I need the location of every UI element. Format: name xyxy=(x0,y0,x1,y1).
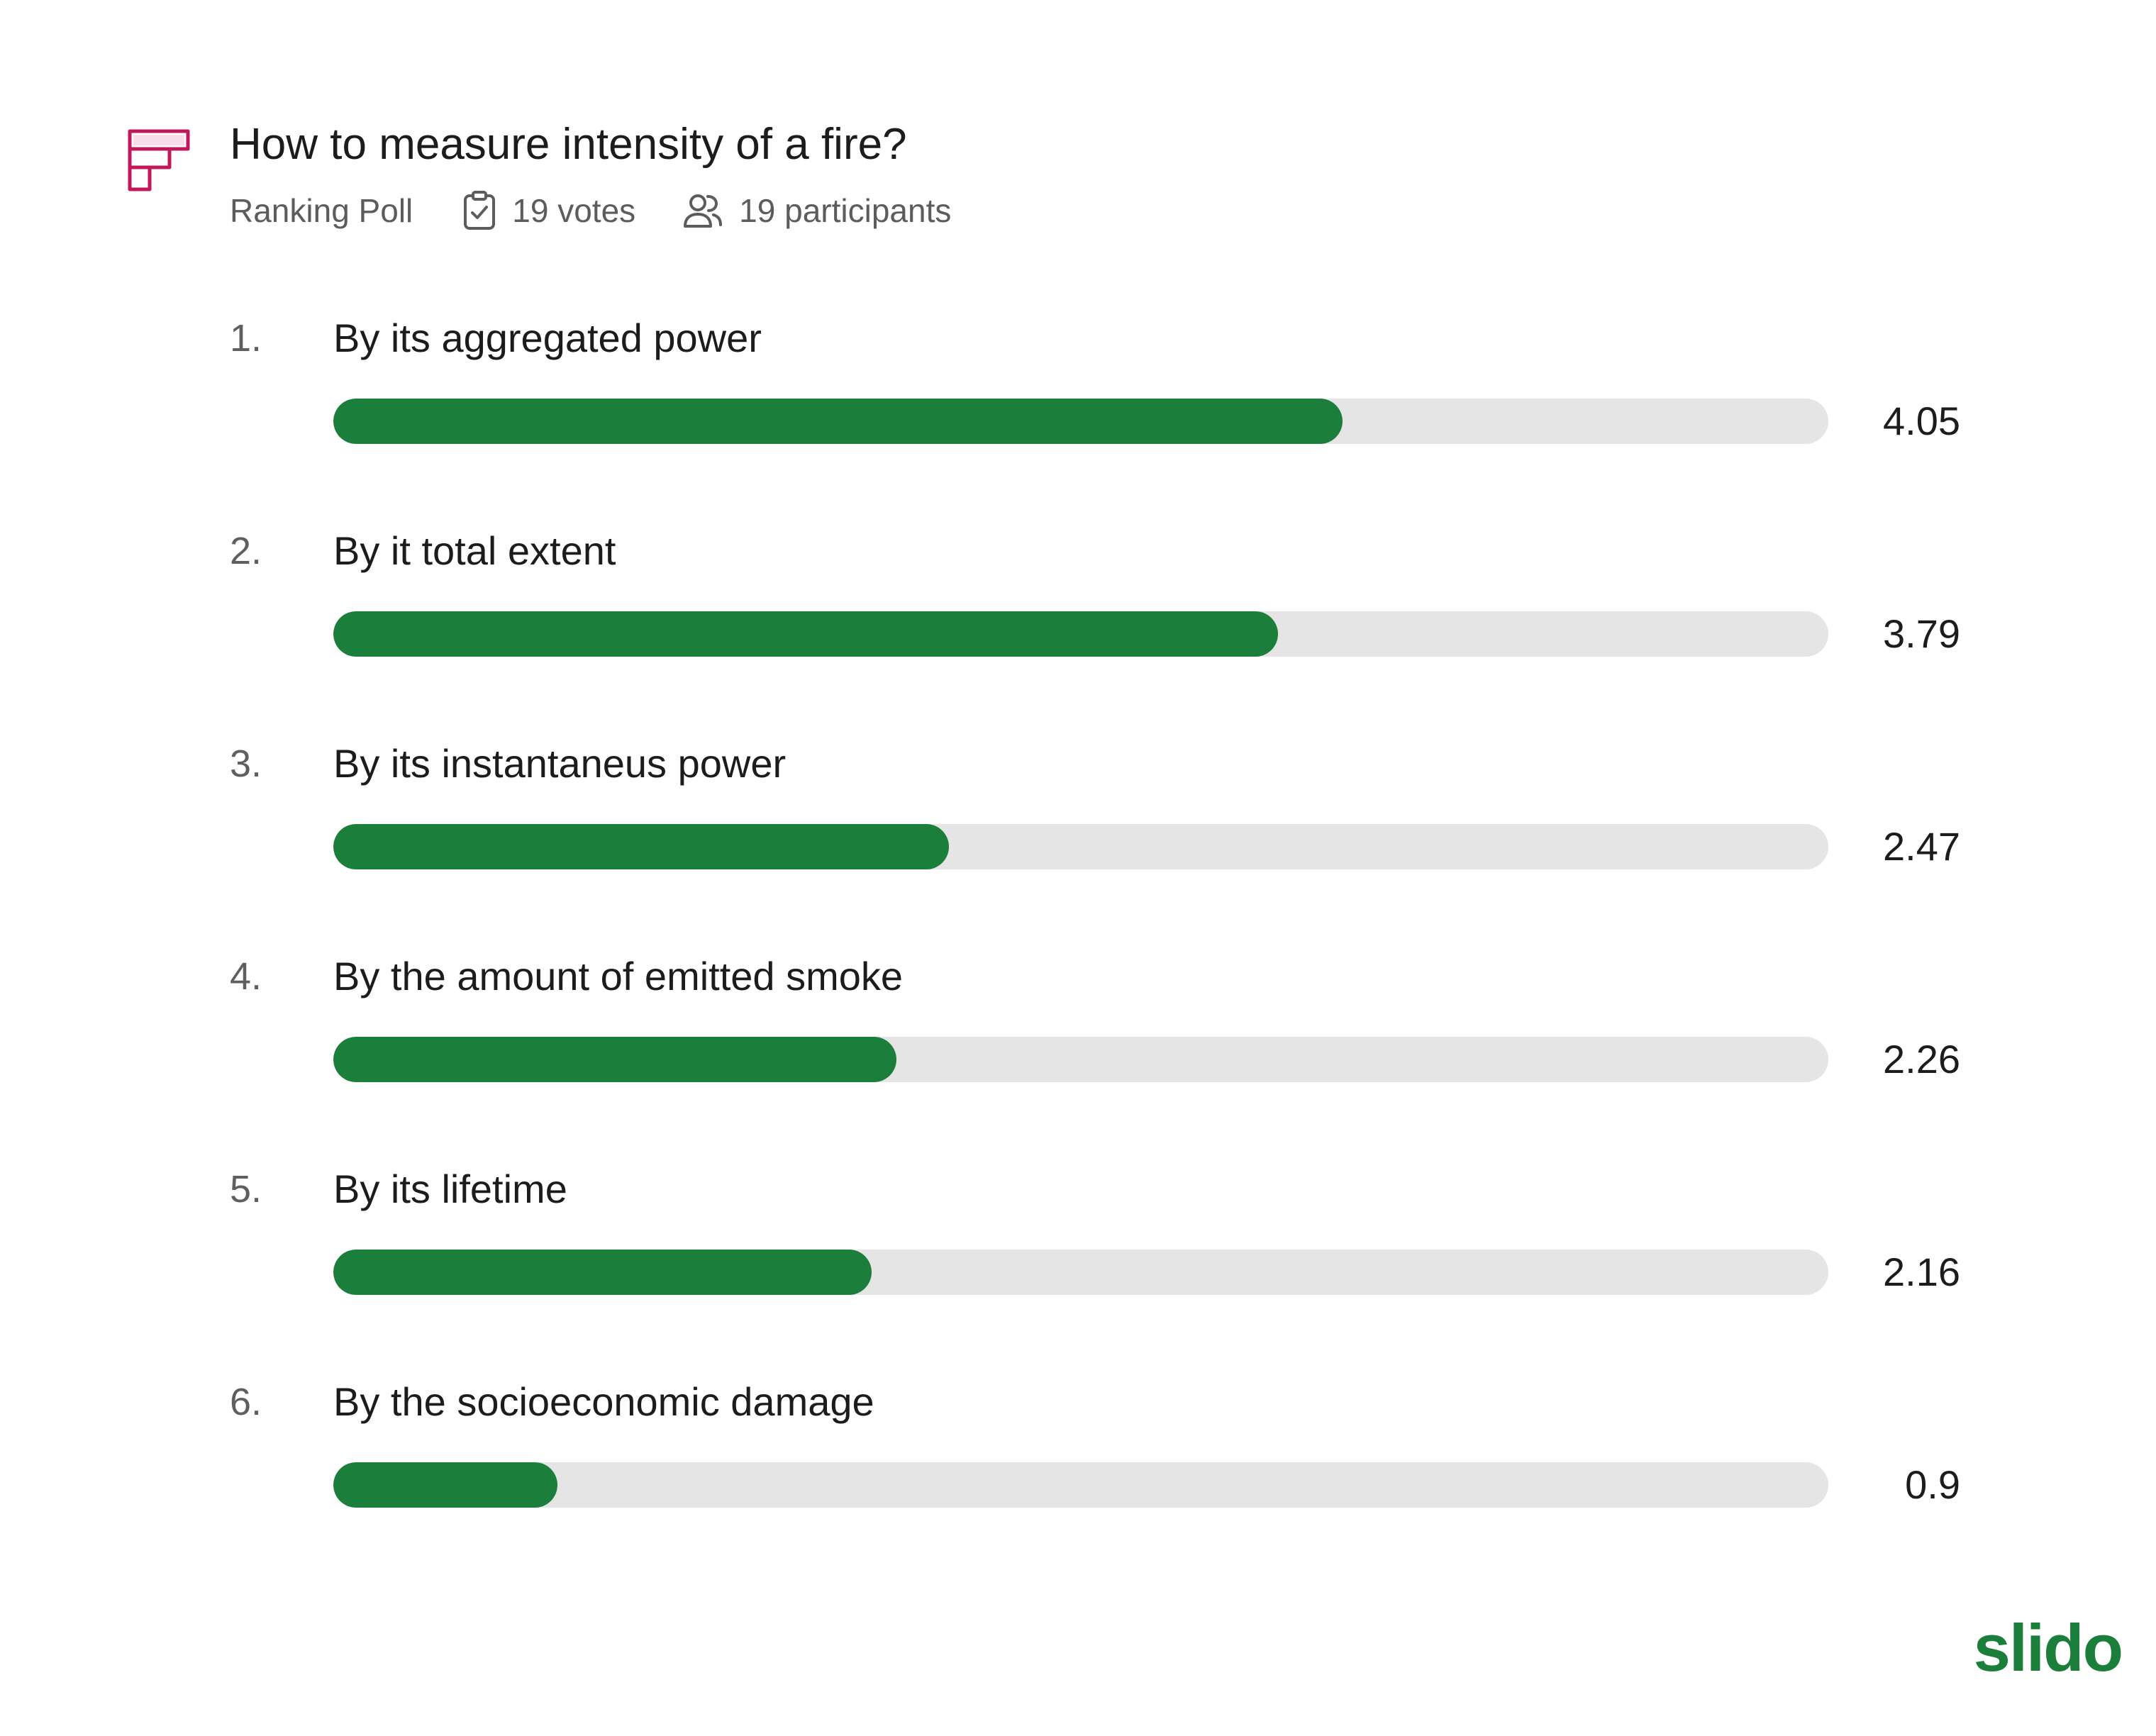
clipboard-check-icon xyxy=(464,191,496,230)
option-row: 4. By the amount of emitted smoke 2.26 xyxy=(230,945,1960,1157)
option-rank: 2. xyxy=(230,530,262,572)
option-label: By its lifetime xyxy=(333,1167,567,1211)
score-bar-fill xyxy=(333,611,1278,657)
option-rank: 5. xyxy=(230,1168,262,1211)
score-bar-track xyxy=(333,1250,1828,1295)
option-row: 6. By the socioeconomic damage 0.9 xyxy=(230,1370,1960,1583)
ranking-poll-icon xyxy=(128,129,190,191)
option-score: 0.9 xyxy=(1905,1462,1960,1507)
option-row: 5. By its lifetime 2.16 xyxy=(230,1157,1960,1370)
option-label: By the socioeconomic damage xyxy=(333,1379,874,1424)
users-icon xyxy=(684,194,723,228)
option-row: 3. By its instantaneus power 2.47 xyxy=(230,732,1960,945)
option-row: 2. By it total extent 3.79 xyxy=(230,519,1960,732)
option-label: By its instantaneus power xyxy=(333,741,787,786)
score-bar-fill xyxy=(333,824,949,869)
option-score: 4.05 xyxy=(1883,399,1960,443)
score-bar-track xyxy=(333,1462,1828,1508)
poll-title: How to measure intensity of a fire? xyxy=(230,120,907,169)
votes-count: 19 votes xyxy=(512,192,636,229)
option-rank: 6. xyxy=(230,1381,262,1423)
score-bar-track xyxy=(333,399,1828,444)
option-score: 3.79 xyxy=(1883,611,1960,656)
poll-header: How to measure intensity of a fire? Rank… xyxy=(230,112,998,231)
score-bar-track xyxy=(333,1037,1828,1082)
poll-meta: Ranking Poll 19 votes 19 participants xyxy=(230,190,998,231)
score-bar-fill xyxy=(333,1462,558,1508)
votes-stat: 19 votes xyxy=(462,190,635,231)
option-rank: 3. xyxy=(230,742,262,785)
option-score: 2.16 xyxy=(1883,1250,1960,1294)
option-rank: 1. xyxy=(230,317,262,360)
option-score: 2.47 xyxy=(1883,824,1960,869)
ranking-options: 1. By its aggregated power 4.05 2. By it… xyxy=(230,306,1960,1583)
option-row: 1. By its aggregated power 4.05 xyxy=(230,306,1960,519)
score-bar-track xyxy=(333,611,1828,657)
option-label: By the amount of emitted smoke xyxy=(333,954,904,998)
score-bar-fill xyxy=(333,1037,896,1082)
option-rank: 4. xyxy=(230,955,262,998)
poll-type: Ranking Poll xyxy=(230,192,413,229)
score-bar-fill xyxy=(333,399,1343,444)
slido-logo: slido xyxy=(1973,1610,2123,1685)
option-score: 2.26 xyxy=(1883,1037,1960,1081)
participants-count: 19 participants xyxy=(739,192,952,229)
option-label: By it total extent xyxy=(333,528,616,573)
score-bar-track xyxy=(333,824,1828,869)
participants-stat: 19 participants xyxy=(682,191,951,230)
option-label: By its aggregated power xyxy=(333,316,762,360)
score-bar-fill xyxy=(333,1250,872,1295)
